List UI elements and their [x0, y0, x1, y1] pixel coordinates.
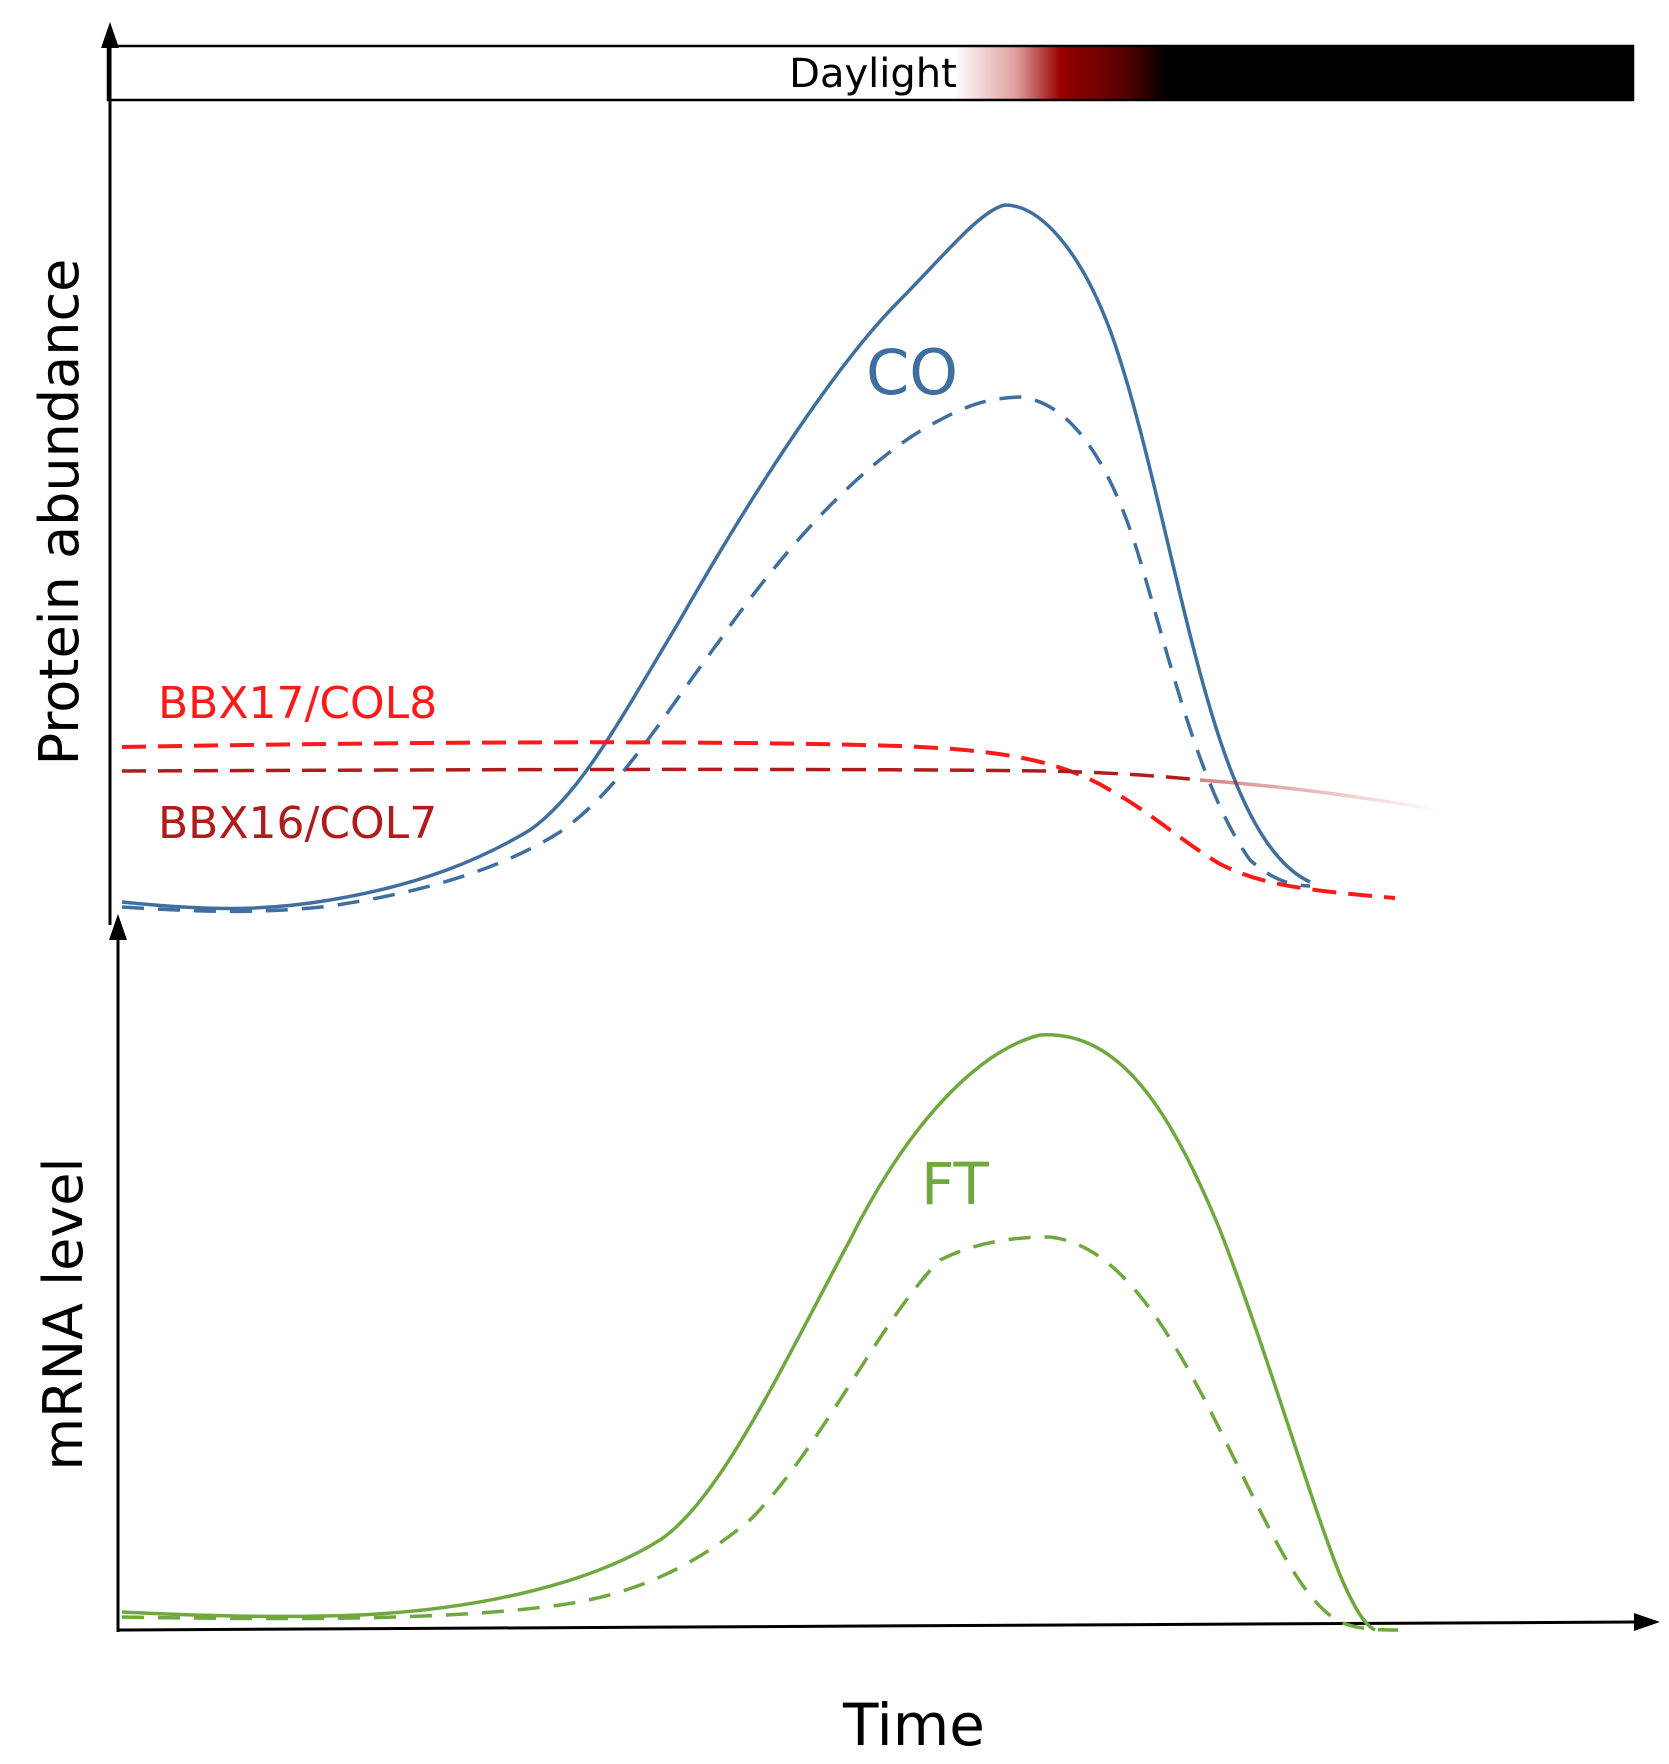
co-curve-solid — [121, 203, 1311, 911]
bottom-y-axis-arrow — [109, 914, 127, 940]
bbx17-col8-label: BBX17/COL8 — [158, 678, 437, 729]
daylight-label: Daylight — [789, 51, 957, 97]
ft-curve-dashed — [121, 1235, 1399, 1632]
time-xlabel: Time — [842, 1691, 985, 1759]
bbx16-col7-curve-fade — [1199, 778, 1441, 812]
bbx16-col7-label: BBX16/COL7 — [158, 798, 437, 849]
bbx17-col8-curve — [121, 740, 1396, 900]
top-y-axis-arrow — [101, 22, 119, 48]
bottom-ylabel: mRNA level — [32, 1157, 95, 1470]
bbx16-col7-curve — [121, 767, 1201, 782]
co-curve-dashed — [121, 395, 1311, 914]
bottom-x-axis — [117, 1620, 1635, 1632]
bottom-x-axis-arrow — [1634, 1613, 1660, 1631]
top-ylabel: Protein abundance — [28, 259, 91, 766]
daylight-bar — [106, 44, 1635, 102]
ft-label: FT — [921, 1150, 989, 1218]
ft-curve-solid — [121, 1033, 1376, 1632]
co-label: CO — [866, 336, 958, 409]
